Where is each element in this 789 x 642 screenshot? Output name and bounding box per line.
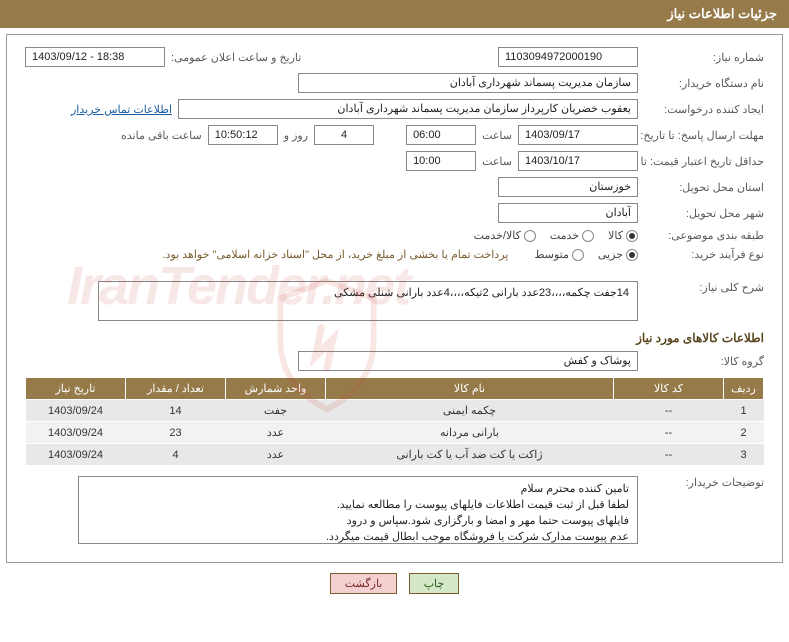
note-line: لطفا قبل از ثبت قیمت اطلاعات فایلهای پیو…	[87, 497, 629, 513]
radio-kala[interactable]: کالا	[608, 229, 638, 242]
row-need-no: شماره نیاز: 1103094972000190 تاریخ و ساع…	[25, 47, 764, 67]
th-qty: تعداد / مقدار	[126, 378, 226, 400]
note-line: فایلهای پیوست حتما مهر و امضا و بارگزاری…	[87, 513, 629, 529]
remaining-label: ساعت باقی مانده	[121, 129, 202, 142]
requester-label: ایجاد کننده درخواست:	[644, 103, 764, 116]
summary-label: شرح کلی نیاز:	[644, 281, 764, 294]
validity-date: 1403/10/17	[518, 151, 638, 171]
table-cell: --	[614, 444, 724, 466]
category-label: طبقه بندی موضوعی:	[644, 229, 764, 242]
summary-box: 14جفت چکمه،،،،23عدد بارانی 2تیکه،،،،4عدد…	[98, 281, 638, 321]
buyer-notes-box[interactable]: تامین کننده محترم سلام لطفا قبل از ثبت ق…	[78, 476, 638, 544]
province-value: خوزستان	[498, 177, 638, 197]
th-unit: واحد شمارش	[226, 378, 326, 400]
need-no-value: 1103094972000190	[498, 47, 638, 67]
radio-dot-icon	[626, 230, 638, 242]
buyer-org-label: نام دستگاه خریدار:	[644, 77, 764, 90]
back-button[interactable]: بازگشت	[330, 573, 398, 594]
announce-date-value: 1403/09/12 - 18:38	[25, 47, 165, 67]
buyer-org-value: سازمان مدیریت پسماند شهرداری آبادان	[298, 73, 638, 93]
table-cell: 14	[126, 400, 226, 422]
goods-table: ردیف کد کالا نام کالا واحد شمارش تعداد /…	[25, 377, 764, 466]
table-cell: جفت	[226, 400, 326, 422]
table-cell: --	[614, 422, 724, 444]
table-cell: 3	[724, 444, 764, 466]
requester-value: یعقوب خضریان کارپرداز سازمان مدیریت پسما…	[178, 99, 638, 119]
table-cell: چکمه ایمنی	[326, 400, 614, 422]
buyer-contact-link[interactable]: اطلاعات تماس خریدار	[71, 103, 172, 116]
main-frame: IranTender.net شماره نیاز: 1103094972000…	[6, 34, 783, 563]
table-row: 2--بارانی مردانهعدد231403/09/24	[26, 422, 764, 444]
table-cell: بارانی مردانه	[326, 422, 614, 444]
button-row: چاپ بازگشت	[0, 573, 789, 594]
deadline-date: 1403/09/17	[518, 125, 638, 145]
page-title: جزئیات اطلاعات نیاز	[667, 6, 777, 21]
row-validity: حداقل تاریخ اعتبار قیمت: تا تاریخ: 1403/…	[25, 151, 764, 171]
th-date: تاریخ نیاز	[26, 378, 126, 400]
table-cell: 4	[126, 444, 226, 466]
table-cell: عدد	[226, 422, 326, 444]
radio-dot-icon	[572, 249, 584, 261]
goods-section-title: اطلاعات کالاهای مورد نیاز	[25, 331, 764, 345]
row-deadline: مهلت ارسال پاسخ: تا تاریخ: 1403/09/17 سا…	[25, 125, 764, 145]
time-label-1: ساعت	[482, 129, 512, 142]
print-button[interactable]: چاپ	[409, 573, 460, 594]
process-label: نوع فرآیند خرید:	[644, 248, 764, 261]
time-label-2: ساعت	[482, 155, 512, 168]
row-province: استان محل تحویل: خوزستان	[25, 177, 764, 197]
city-label: شهر محل تحویل:	[644, 207, 764, 220]
th-code: کد کالا	[614, 378, 724, 400]
note-line: تامین کننده محترم سلام	[87, 481, 629, 497]
days-left: 4	[314, 125, 374, 145]
row-buyer-org: نام دستگاه خریدار: سازمان مدیریت پسماند …	[25, 73, 764, 93]
radio-medium[interactable]: متوسط	[534, 248, 584, 261]
deadline-label: مهلت ارسال پاسخ: تا تاریخ:	[644, 129, 764, 142]
announce-date-label: تاریخ و ساعت اعلان عمومی:	[171, 51, 301, 64]
table-row: 1--چکمه ایمنیجفت141403/09/24	[26, 400, 764, 422]
th-name: نام کالا	[326, 378, 614, 400]
row-buyer-notes: توضیحات خریدار: تامین کننده محترم سلام ل…	[25, 476, 764, 544]
table-cell: 1403/09/24	[26, 400, 126, 422]
validity-label: حداقل تاریخ اعتبار قیمت: تا تاریخ:	[644, 155, 764, 168]
radio-kalakhadamat[interactable]: کالا/خدمت	[474, 229, 536, 242]
radio-dot-icon	[626, 249, 638, 261]
row-requester: ایجاد کننده درخواست: یعقوب خضریان کارپرد…	[25, 99, 764, 119]
table-cell: --	[614, 400, 724, 422]
page-title-bar: جزئیات اطلاعات نیاز	[0, 0, 789, 28]
table-cell: 2	[724, 422, 764, 444]
deadline-time: 06:00	[406, 125, 476, 145]
th-row: ردیف	[724, 378, 764, 400]
radio-small[interactable]: جزیی	[598, 248, 638, 261]
row-summary: شرح کلی نیاز: 14جفت چکمه،،،،23عدد بارانی…	[25, 281, 764, 321]
need-no-label: شماره نیاز:	[644, 51, 764, 64]
group-value: پوشاک و کفش	[298, 351, 638, 371]
group-label: گروه کالا:	[644, 355, 764, 368]
radio-khadamat[interactable]: خدمت	[550, 229, 594, 242]
table-cell: ژاکت یا کت ضد آب یا کت بارانی	[326, 444, 614, 466]
province-label: استان محل تحویل:	[644, 181, 764, 194]
table-row: 3--ژاکت یا کت ضد آب یا کت بارانیعدد41403…	[26, 444, 764, 466]
row-group: گروه کالا: پوشاک و کفش	[25, 351, 764, 371]
radio-dot-icon	[582, 230, 594, 242]
table-cell: 1403/09/24	[26, 444, 126, 466]
table-cell: 1	[724, 400, 764, 422]
city-value: آبادان	[498, 203, 638, 223]
table-cell: عدد	[226, 444, 326, 466]
process-note: پرداخت تمام یا بخشی از مبلغ خرید، از محل…	[163, 248, 509, 261]
category-radio-group: کالا خدمت کالا/خدمت	[474, 229, 638, 242]
process-radio-group: جزیی متوسط	[534, 248, 638, 261]
days-word: روز و	[284, 129, 308, 142]
table-cell: 1403/09/24	[26, 422, 126, 444]
table-header-row: ردیف کد کالا نام کالا واحد شمارش تعداد /…	[26, 378, 764, 400]
row-process: نوع فرآیند خرید: جزیی متوسط پرداخت تمام …	[25, 248, 764, 261]
radio-dot-icon	[524, 230, 536, 242]
countdown: 10:50:12	[208, 125, 278, 145]
note-line: عدم پیوست مدارک شرکت یا فروشگاه موجب ابط…	[87, 529, 629, 544]
table-cell: 23	[126, 422, 226, 444]
buyer-notes-label: توضیحات خریدار:	[644, 476, 764, 489]
row-category: طبقه بندی موضوعی: کالا خدمت کالا/خدمت	[25, 229, 764, 242]
validity-time: 10:00	[406, 151, 476, 171]
row-city: شهر محل تحویل: آبادان	[25, 203, 764, 223]
